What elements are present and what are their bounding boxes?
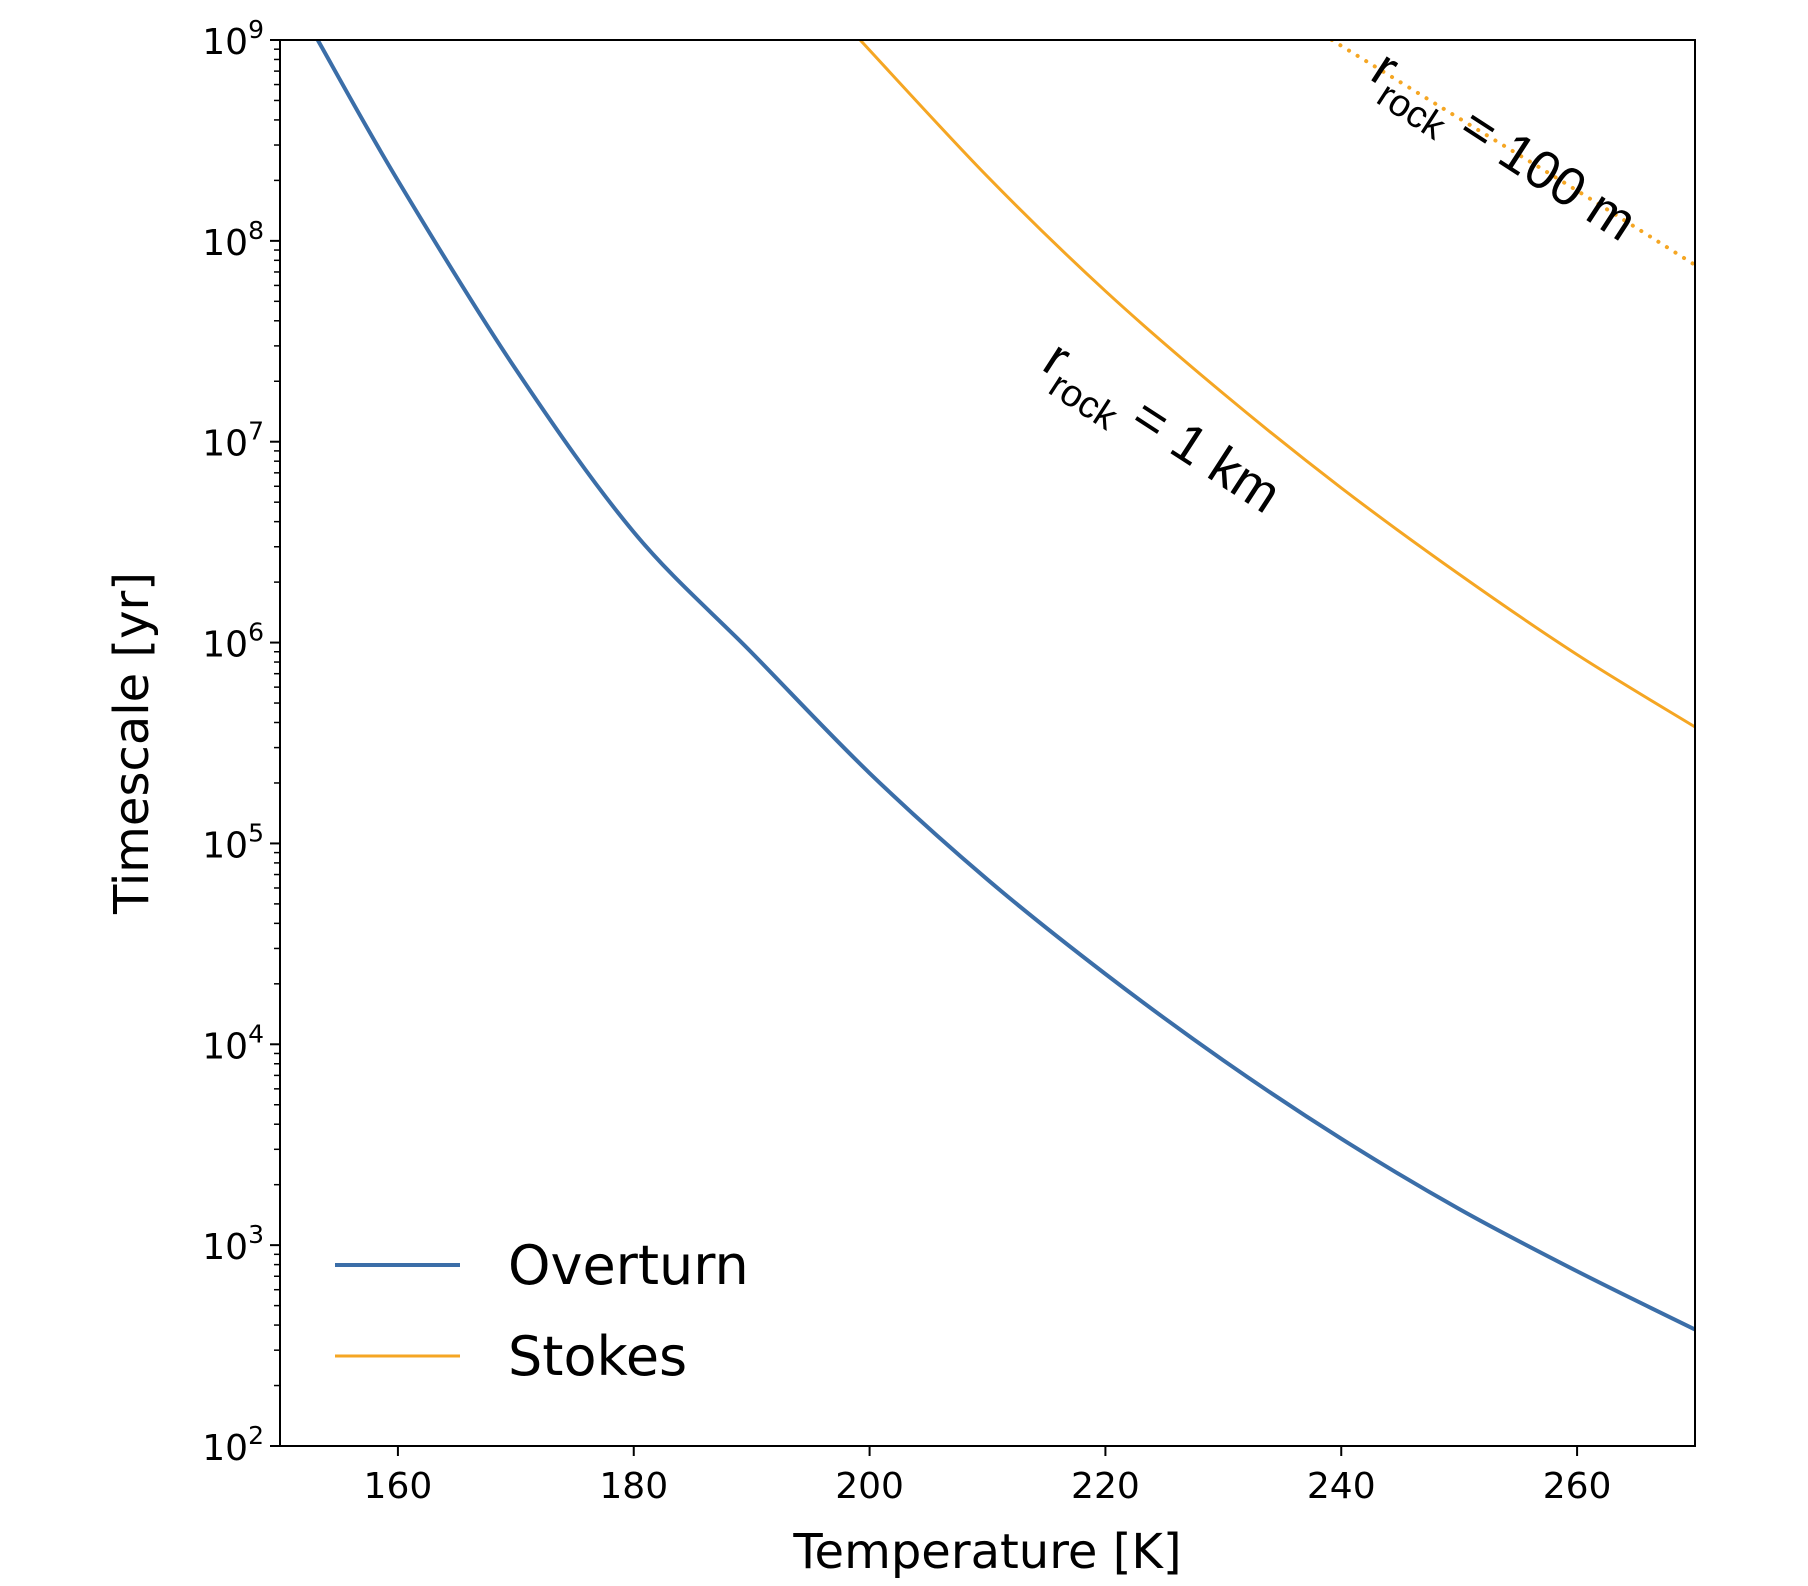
y-tick-label: 108 bbox=[202, 216, 264, 264]
y-tick-label: 109 bbox=[202, 15, 264, 63]
plot-lines bbox=[315, 40, 1695, 1332]
x-tick-label: 260 bbox=[1543, 1466, 1612, 1507]
series-line-stokes bbox=[859, 40, 1695, 729]
y-tick-label: 107 bbox=[202, 417, 264, 465]
x-tick-label: 200 bbox=[835, 1466, 904, 1507]
x-tick-label: 160 bbox=[364, 1466, 433, 1507]
legend-label-overturn: Overturn bbox=[508, 1234, 749, 1297]
legend-label-stokes: Stokes bbox=[508, 1325, 687, 1388]
y-tick-label: 103 bbox=[202, 1220, 264, 1268]
plot-frame bbox=[279, 39, 1696, 1447]
y-ticks: 102 103 104 105 106 107 108 109 bbox=[202, 15, 280, 1469]
x-tick-label: 240 bbox=[1307, 1466, 1376, 1507]
x-ticks: 160 180 200 220 240 260 bbox=[364, 1446, 1612, 1507]
x-axis-label: Temperature [K] bbox=[792, 1524, 1181, 1580]
y-tick-label: 106 bbox=[202, 618, 264, 666]
x-tick-label: 180 bbox=[599, 1466, 668, 1507]
y-tick-label: 102 bbox=[202, 1421, 264, 1469]
y-axis-label: Timescale [yr] bbox=[104, 572, 160, 915]
series-line-overturn bbox=[315, 40, 1695, 1332]
x-tick-label: 220 bbox=[1071, 1466, 1140, 1507]
y-tick-label: 105 bbox=[202, 818, 264, 866]
legend: Overturn Stokes bbox=[335, 1234, 749, 1388]
series-line-stokes-r-rock-100-m bbox=[1329, 40, 1695, 267]
y-tick-label: 104 bbox=[202, 1019, 264, 1067]
